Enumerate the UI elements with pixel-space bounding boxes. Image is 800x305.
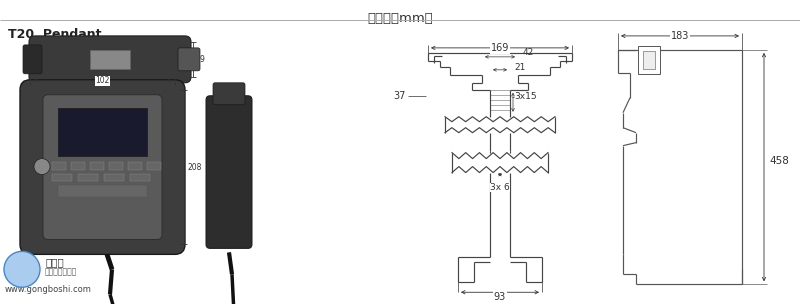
Bar	[643, 51, 655, 69]
Text: 93: 93	[494, 292, 506, 302]
Text: 9: 9	[199, 55, 204, 64]
Text: T20  Pendant: T20 Pendant	[8, 28, 102, 41]
Bar	[128, 162, 142, 170]
Text: 169: 169	[491, 43, 509, 53]
FancyBboxPatch shape	[43, 95, 162, 239]
FancyBboxPatch shape	[23, 45, 42, 74]
Bar	[109, 162, 123, 170]
Bar	[90, 162, 104, 170]
Text: 37: 37	[394, 91, 406, 101]
Text: 21: 21	[514, 63, 526, 72]
Text: 102: 102	[95, 76, 110, 85]
Bar	[52, 162, 66, 170]
Bar	[130, 174, 150, 181]
Text: 42: 42	[523, 48, 534, 57]
FancyBboxPatch shape	[206, 96, 252, 248]
Bar	[147, 162, 161, 170]
Text: 智能工厂服务商: 智能工厂服务商	[45, 268, 78, 277]
Bar	[58, 108, 147, 156]
Bar	[638, 46, 660, 74]
Text: 183: 183	[671, 31, 689, 41]
Text: 工博士: 工博士	[45, 257, 64, 267]
Bar	[52, 174, 72, 181]
Bar	[58, 185, 147, 196]
FancyBboxPatch shape	[20, 80, 185, 254]
Text: （单位：mm）: （单位：mm）	[367, 12, 433, 25]
Bar	[104, 174, 124, 181]
FancyBboxPatch shape	[29, 36, 191, 83]
FancyBboxPatch shape	[213, 83, 245, 105]
FancyBboxPatch shape	[178, 48, 200, 71]
Bar	[71, 162, 85, 170]
Circle shape	[34, 159, 50, 174]
Bar	[78, 174, 98, 181]
Circle shape	[4, 251, 40, 287]
Text: 208: 208	[188, 163, 202, 172]
Text: www.gongboshi.com: www.gongboshi.com	[5, 285, 92, 294]
Text: 3x15: 3x15	[514, 92, 537, 101]
Text: 458: 458	[769, 156, 789, 166]
Text: 3x 6: 3x 6	[490, 183, 510, 192]
Bar	[90, 50, 130, 69]
